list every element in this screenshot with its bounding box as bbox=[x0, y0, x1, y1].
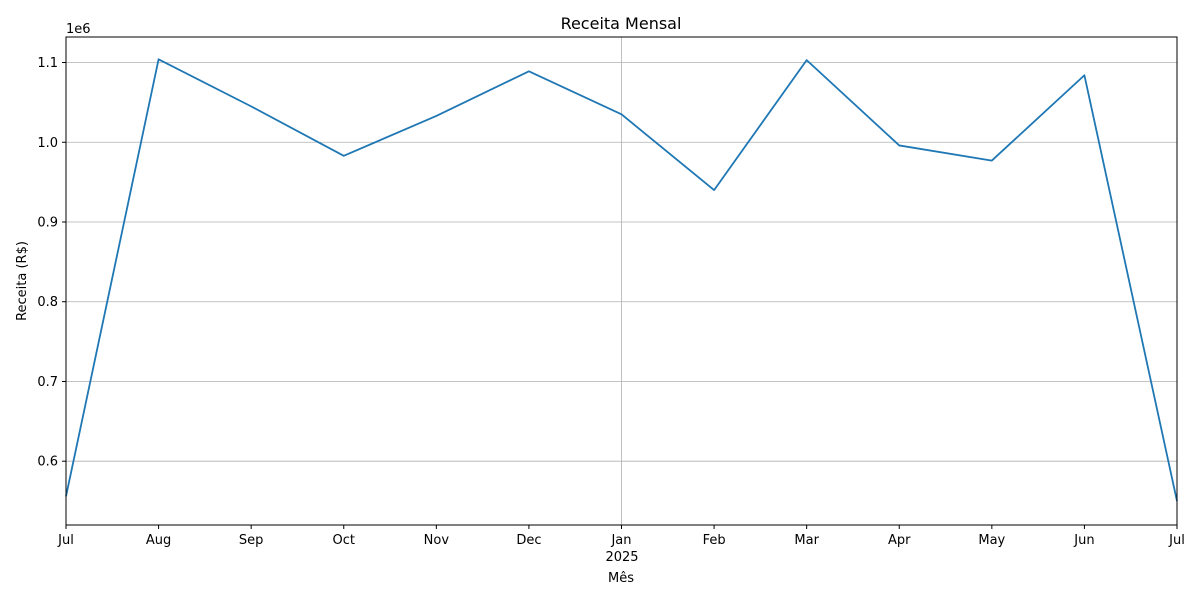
axis-ticks: 0.6 0.7 0.8 0.9 1.0 1.1 Jul Aug Sep Oct Nov Dec Jan F… bbox=[37, 56, 1185, 548]
plot-frame bbox=[65, 36, 1178, 526]
y-tick-label: 1.1 bbox=[37, 56, 58, 71]
x-tick-label: Aug bbox=[146, 533, 171, 548]
chart-title: Receita Mensal bbox=[561, 14, 682, 33]
grid-lines bbox=[66, 37, 1177, 525]
y-tick-label: 1.0 bbox=[37, 136, 58, 151]
y-tick-label: 0.9 bbox=[37, 215, 58, 230]
x-year-label: 2025 bbox=[605, 550, 638, 565]
x-tick-label: Jul bbox=[57, 533, 74, 548]
x-tick-label: Jun bbox=[1073, 533, 1094, 548]
y-tick-label: 0.6 bbox=[37, 455, 58, 470]
y-axis-label: Receita (R$) bbox=[15, 241, 30, 321]
x-tick-label: Mar bbox=[794, 533, 819, 548]
x-tick-label: Feb bbox=[703, 533, 726, 548]
series-line bbox=[65, 58, 1178, 502]
x-tick-label: Oct bbox=[333, 533, 355, 548]
x-tick-label: Jan bbox=[610, 533, 631, 548]
x-tick-label: Jul bbox=[1168, 533, 1185, 548]
x-tick-label: Sep bbox=[239, 533, 264, 548]
y-tick-label: 0.8 bbox=[37, 295, 58, 310]
x-tick-label: Dec bbox=[516, 533, 541, 548]
y-tick-label: 0.7 bbox=[37, 375, 58, 390]
x-tick-label: Apr bbox=[888, 533, 911, 548]
x-tick-label: May bbox=[978, 533, 1005, 548]
y-offset-label: 1e6 bbox=[66, 22, 91, 37]
x-axis-label: Mês bbox=[608, 571, 634, 586]
x-tick-label: Nov bbox=[424, 533, 450, 548]
series-layer bbox=[65, 58, 1178, 502]
